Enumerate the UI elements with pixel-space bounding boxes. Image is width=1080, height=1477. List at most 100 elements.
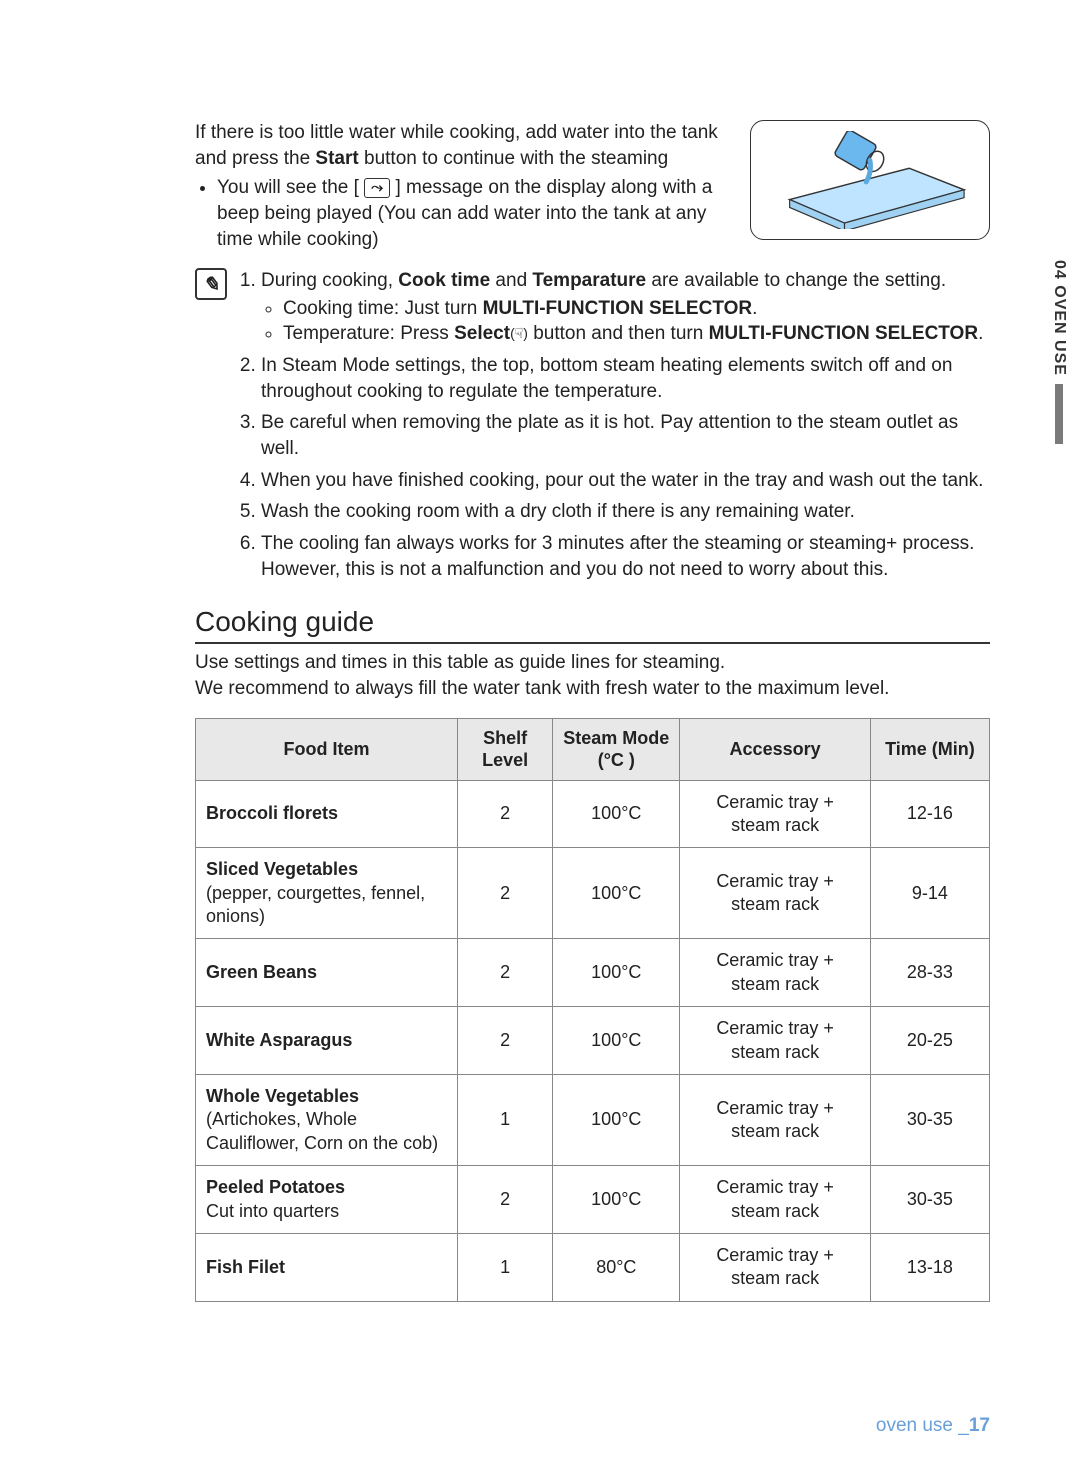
side-tab-bar [1055,384,1063,444]
cell-food: Fish Filet [196,1234,458,1302]
note-6: The cooling fan always works for 3 minut… [261,531,990,582]
cell-mode: 100°C [553,1075,680,1166]
cell-mode: 100°C [553,848,680,939]
cell-food: Sliced Vegetables (pepper, courgettes, fe… [196,848,458,939]
page: 04 OVEN USE If there is too little water… [0,0,1080,1477]
cell-acc: Ceramic tray + steam rack [680,1166,871,1234]
cell-shelf: 1 [458,1075,553,1166]
table-row: Broccoli florets 2100°CCeramic tray + ste… [196,780,990,848]
cell-shelf: 2 [458,1166,553,1234]
n1s2-d: MULTI-FUNCTION SELECTOR [709,323,979,344]
guide-intro-2: We recommend to always fill the water ta… [195,676,990,702]
cell-shelf: 2 [458,1007,553,1075]
cell-mode: 80°C [553,1234,680,1302]
intro-bullets: You will see the [ ⤳ ] message on the di… [195,175,726,252]
guide-intro-1: Use settings and times in this table as … [195,650,990,676]
steam-icon: ⤳ [364,178,390,198]
cell-time: 9-14 [870,848,989,939]
intro-bullet-1: You will see the [ ⤳ ] message on the di… [217,175,726,252]
table-head: Food Item Shelf Level Steam Mode (°C ) A… [196,718,990,780]
select-icon: (☟) [510,325,528,341]
footer-page: 17 [969,1415,990,1436]
guide-intro: Use settings and times in this table as … [195,650,990,701]
tray-svg [761,131,979,229]
cell-acc: Ceramic tray + steam rack [680,1007,871,1075]
cell-shelf: 2 [458,939,553,1007]
note-5: Wash the cooking room with a dry cloth i… [261,499,990,525]
n1-b: Cook time [398,270,490,291]
table-row: Fish Filet 180°CCeramic tray + steam rack… [196,1234,990,1302]
food-name: Peeled Potatoes [206,1177,345,1197]
intro-para-tail: button to continue with the steaming [359,148,668,169]
n1s2-a: Temperature: Press [283,323,454,344]
n1s2-c: button and then turn [528,323,709,344]
side-tab-label: 04 OVEN USE [1050,260,1068,376]
food-name: Green Beans [206,962,317,982]
food-name: Broccoli florets [206,803,338,823]
tray-illustration [750,120,990,240]
cell-shelf: 1 [458,1234,553,1302]
footer-text: oven use _ [876,1415,969,1436]
note-2: In Steam Mode settings, the top, bottom … [261,353,990,404]
cell-mode: 100°C [553,939,680,1007]
cell-time: 30-35 [870,1075,989,1166]
n1s1-a: Cooking time: Just turn [283,298,483,319]
note-body: During cooking, Cook time and Temparatur… [239,268,990,588]
n1s2-e: . [978,323,983,344]
table-body: Broccoli florets2100°CCeramic tray + ste… [196,780,990,1301]
intro-block: If there is too little water while cooki… [195,120,990,254]
n1s1-b: MULTI-FUNCTION SELECTOR [483,298,753,319]
note-1-sublist: Cooking time: Just turn MULTI-FUNCTION S… [261,296,990,347]
table-row: Whole Vegetables(Artichokes, Whole Cauli… [196,1075,990,1166]
intro-text: If there is too little water while cooki… [195,120,726,254]
table-row: Peeled Potatoes Cut into quarters 2100°CCe… [196,1166,990,1234]
cell-mode: 100°C [553,780,680,848]
n1-e: are available to change the setting. [646,270,946,291]
cell-time: 30-35 [870,1166,989,1234]
note-1: During cooking, Cook time and Temparatur… [261,268,990,347]
note-section: ✎ During cooking, Cook time and Temparat… [195,268,990,588]
cell-mode: 100°C [553,1007,680,1075]
table-row: Sliced Vegetables (pepper, courgettes, fe… [196,848,990,939]
food-name: Sliced Vegetables [206,859,358,879]
note-3: Be careful when removing the plate as it… [261,410,990,461]
cell-mode: 100°C [553,1166,680,1234]
food-name: Whole Vegetables [206,1086,359,1106]
cell-food: Green Beans [196,939,458,1007]
section-title: Cooking guide [195,606,990,644]
th-food: Food Item [196,718,458,780]
intro-paragraph: If there is too little water while cooki… [195,120,726,171]
cell-food: White Asparagus [196,1007,458,1075]
cell-acc: Ceramic tray + steam rack [680,1075,871,1166]
th-time: Time (Min) [870,718,989,780]
cell-time: 28-33 [870,939,989,1007]
th-mode: Steam Mode (°C ) [553,718,680,780]
intro-bullet-pre: You will see the [ [217,177,364,198]
th-shelf: Shelf Level [458,718,553,780]
cell-shelf: 2 [458,780,553,848]
note-1-sub-2: Temperature: Press Select(☟) button and … [283,321,990,347]
n1-a: During cooking, [261,270,398,291]
cooking-table: Food Item Shelf Level Steam Mode (°C ) A… [195,718,990,1302]
cell-food: Broccoli florets [196,780,458,848]
food-sub: Cut into quarters [206,1200,447,1223]
note-list: During cooking, Cook time and Temparatur… [239,268,990,582]
table-header-row: Food Item Shelf Level Steam Mode (°C ) A… [196,718,990,780]
side-tab: 04 OVEN USE [1038,260,1080,480]
food-name: White Asparagus [206,1030,352,1050]
cell-shelf: 2 [458,848,553,939]
n1-c: and [490,270,532,291]
food-sub: (pepper, courgettes, fennel, onions) [206,882,447,929]
note-1-sub-1: Cooking time: Just turn MULTI-FUNCTION S… [283,296,990,322]
cell-acc: Ceramic tray + steam rack [680,1234,871,1302]
n1-d: Temparature [532,270,646,291]
cell-food: Whole Vegetables(Artichokes, Whole Cauli… [196,1075,458,1166]
footer: oven use _17 [876,1415,990,1437]
n1s1-c: . [752,298,757,319]
cell-acc: Ceramic tray + steam rack [680,780,871,848]
cell-time: 12-16 [870,780,989,848]
th-acc: Accessory [680,718,871,780]
table-row: White Asparagus 2100°CCeramic tray + stea… [196,1007,990,1075]
food-name: Fish Filet [206,1257,285,1277]
cell-time: 13-18 [870,1234,989,1302]
